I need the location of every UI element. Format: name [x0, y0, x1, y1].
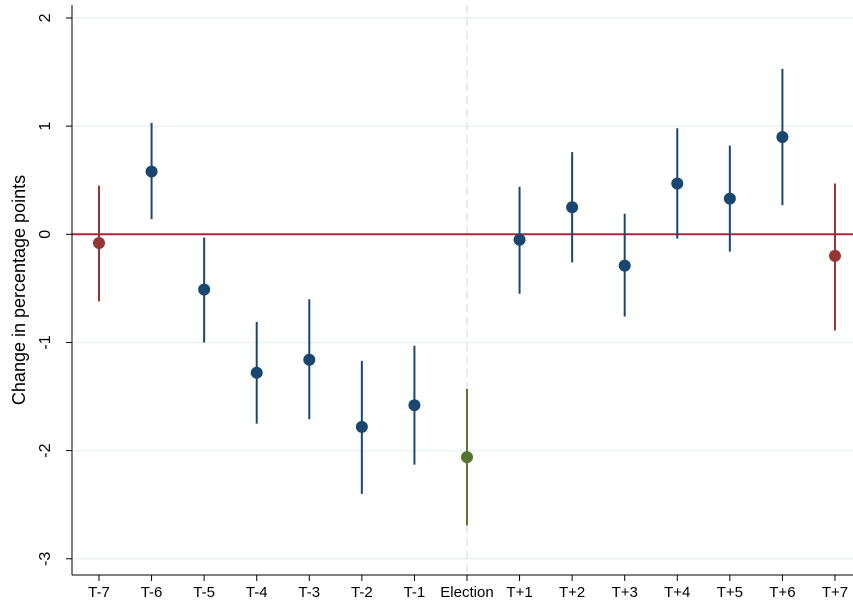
point: [671, 177, 684, 190]
x-tick-label: T+1: [506, 584, 532, 601]
x-tick-label: T+4: [664, 584, 690, 601]
point: [408, 399, 421, 412]
point: [250, 366, 263, 379]
y-tick-label: -3: [37, 552, 54, 566]
y-tick-label: -2: [37, 443, 54, 457]
x-tick-label: T-4: [246, 584, 268, 601]
x-tick-label: T-6: [141, 584, 163, 601]
point: [776, 130, 789, 143]
x-tick-label: T+7: [822, 584, 848, 601]
point: [513, 233, 526, 246]
x-tick-label: T+5: [717, 584, 743, 601]
x-tick-label: T-5: [193, 584, 215, 601]
x-tick-label: T-3: [298, 584, 320, 601]
point: [618, 259, 631, 272]
x-tick-label: T-1: [404, 584, 426, 601]
x-tick-label: T-2: [351, 584, 373, 601]
x-tick-label: T+2: [559, 584, 585, 601]
y-tick-label: 1: [37, 122, 54, 131]
x-tick-label: T-7: [88, 584, 110, 601]
point: [460, 451, 473, 464]
y-axis-label: Change in percentage points: [9, 175, 29, 405]
y-tick-label: -1: [37, 335, 54, 349]
point: [198, 283, 211, 296]
point: [723, 192, 736, 205]
point: [303, 353, 316, 366]
point: [145, 165, 158, 178]
point: [355, 420, 368, 433]
x-tick-label: T+3: [612, 584, 638, 601]
y-tick-label: 2: [37, 13, 54, 22]
x-tick-label: T+6: [769, 584, 795, 601]
x-tick-label: Election: [440, 584, 493, 601]
y-tick-label: 0: [37, 230, 54, 239]
point: [566, 201, 579, 214]
point: [93, 236, 105, 249]
point: [828, 249, 841, 262]
